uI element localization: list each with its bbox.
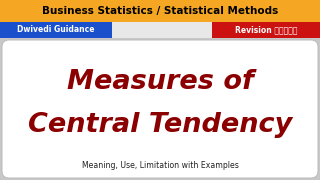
FancyBboxPatch shape bbox=[0, 22, 320, 38]
Text: Dwivedi Guidance: Dwivedi Guidance bbox=[17, 26, 95, 35]
FancyBboxPatch shape bbox=[212, 22, 320, 38]
FancyBboxPatch shape bbox=[2, 40, 318, 178]
Text: Measures of: Measures of bbox=[67, 69, 253, 95]
Text: Revision फटाफट: Revision फटाफट bbox=[235, 26, 297, 35]
Text: Meaning, Use, Limitation with Examples: Meaning, Use, Limitation with Examples bbox=[82, 161, 238, 170]
FancyBboxPatch shape bbox=[0, 22, 112, 38]
Text: Business Statistics / Statistical Methods: Business Statistics / Statistical Method… bbox=[42, 6, 278, 16]
Text: Central Tendency: Central Tendency bbox=[28, 112, 292, 138]
FancyBboxPatch shape bbox=[0, 0, 320, 22]
